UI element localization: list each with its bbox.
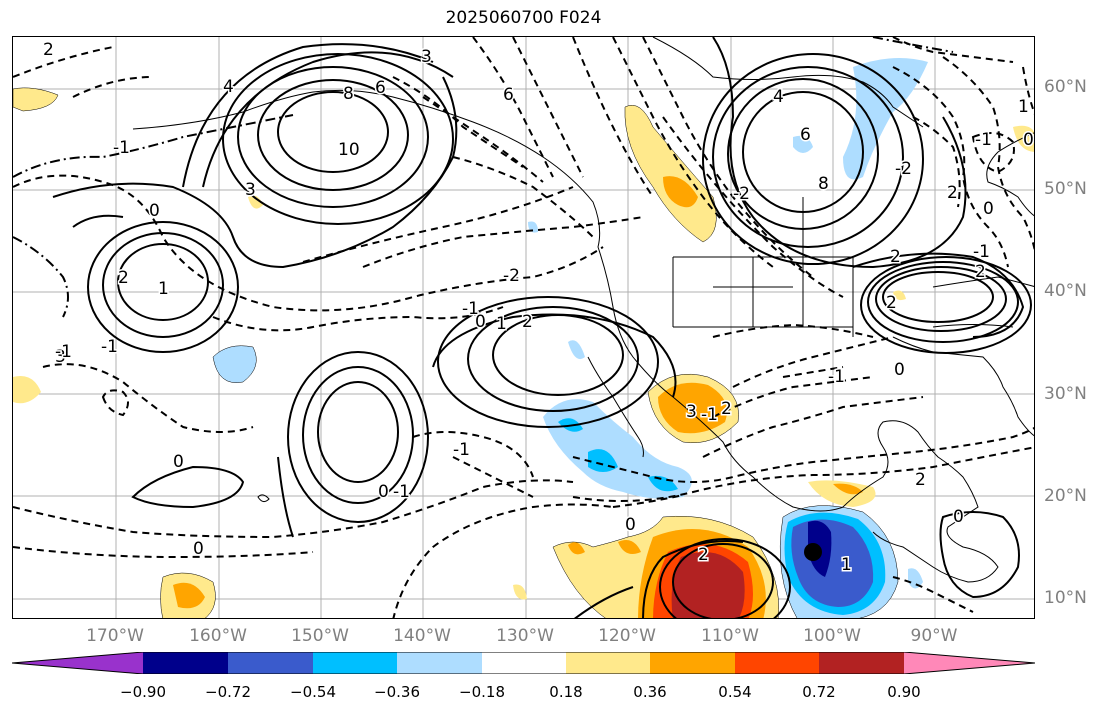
- colorbar-tick: −0.36: [374, 683, 420, 701]
- contour-label: 2: [886, 293, 897, 313]
- contour-label: 0: [625, 515, 636, 535]
- contour-label: 3: [421, 47, 432, 67]
- lat-label-60n: 60°N: [1044, 77, 1087, 97]
- colorbar-tick: −0.54: [290, 683, 336, 701]
- contour-label: 3: [686, 402, 697, 422]
- contour-label: -2: [503, 266, 520, 286]
- colorbar-segment: [566, 652, 650, 674]
- contour-label: 8: [343, 84, 354, 104]
- colorbar-segment: [228, 652, 313, 674]
- contour-label: -1: [113, 138, 130, 158]
- contour-label: -1: [973, 242, 990, 262]
- contour-label: 0: [193, 539, 204, 559]
- contour-label: 2: [43, 40, 54, 60]
- lon-label-100w: 100°W: [803, 626, 861, 646]
- colorbar-tick: 0.90: [887, 683, 921, 701]
- lon-label-150w: 150°W: [291, 626, 349, 646]
- contour-label: 4: [773, 87, 784, 107]
- solid-contours: [52, 37, 1032, 618]
- dashed-contours: [13, 37, 1034, 618]
- lat-label-10n: 10°N: [1044, 588, 1087, 608]
- contour-label: 1: [1018, 97, 1029, 117]
- lon-label-170w: 170°W: [86, 626, 144, 646]
- contour-label: 1: [841, 555, 852, 575]
- contour-label: 2: [915, 470, 926, 490]
- lon-label-130w: 130°W: [496, 626, 554, 646]
- contour-label: -1: [462, 299, 479, 319]
- contour-label: 4: [223, 77, 234, 97]
- contour-label: 2: [947, 183, 958, 203]
- contour-label: 3: [55, 347, 66, 367]
- lat-label-40n: 40°N: [1044, 281, 1087, 301]
- contour-label: 8: [818, 174, 829, 194]
- contour-label: -1: [101, 337, 118, 357]
- contour-label: 0: [378, 482, 389, 502]
- contour-label: -1: [828, 367, 845, 387]
- contour-label: 6: [503, 85, 514, 105]
- contour-label: -2: [895, 159, 912, 179]
- colorbar-tick: −0.18: [459, 683, 505, 701]
- colorbar-tick: 0.36: [633, 683, 667, 701]
- contour-label: 0: [953, 507, 964, 527]
- contour-label: 1: [496, 314, 507, 334]
- dashdot-contours: [13, 37, 954, 318]
- contour-label: 6: [375, 78, 386, 98]
- colorbar-tick: 0.54: [718, 683, 752, 701]
- contour-label: 0: [475, 312, 486, 332]
- contour-label: -1: [393, 482, 410, 502]
- colorbar-tick: −0.90: [120, 683, 166, 701]
- contour-labels: 22-14-238610-12013-103-12-2646802-20123-…: [42, 39, 1035, 577]
- coastlines: [132, 37, 1034, 583]
- contour-label: 2: [698, 545, 709, 565]
- map-panel: 22-14-238610-12013-103-12-2646802-20123-…: [12, 36, 1035, 619]
- lat-label-50n: 50°N: [1044, 179, 1087, 199]
- lon-label-160w: 160°W: [189, 626, 247, 646]
- contour-label: 1: [158, 279, 169, 299]
- colorbar-tick: −0.72: [205, 683, 251, 701]
- colorbar-segment: [397, 652, 482, 674]
- colorbar-segment: [482, 652, 566, 674]
- colorbar-tick: 0.72: [802, 683, 836, 701]
- colorbar-tick: 0.18: [549, 683, 583, 701]
- contour-label: 2: [118, 268, 129, 288]
- contour-label: 2: [890, 247, 901, 267]
- contour-label: 0: [894, 360, 905, 380]
- contour-label: 3: [245, 180, 256, 200]
- colorbar-segment: [735, 652, 819, 674]
- colorbar-segment: [650, 652, 735, 674]
- contour-label: 2: [522, 312, 533, 332]
- lon-label-110w: 110°W: [701, 626, 759, 646]
- lat-label-30n: 30°N: [1044, 384, 1087, 404]
- lon-label-90w: 90°W: [910, 626, 958, 646]
- contour-label: -1: [55, 342, 72, 362]
- contour-label: -1: [975, 130, 992, 150]
- colorbar-segment: [12, 652, 143, 674]
- colorbar-segment: [819, 652, 904, 674]
- contour-label: 0: [173, 452, 184, 472]
- contour-label: 0: [983, 199, 994, 219]
- contour-label: 6: [800, 125, 811, 145]
- colorbar-segment: [313, 652, 397, 674]
- lon-label-120w: 120°W: [598, 626, 656, 646]
- contour-label: 0: [1023, 130, 1034, 150]
- lon-label-140w: 140°W: [393, 626, 451, 646]
- colorbar-segment: [904, 652, 1035, 674]
- colorbar: [12, 652, 1035, 674]
- low-center-marker: [804, 543, 822, 561]
- colorbar-segment: [143, 652, 228, 674]
- map-canvas: 22-14-238610-12013-103-12-2646802-20123-…: [13, 37, 1035, 618]
- contour-label: 2: [975, 262, 986, 282]
- contour-label: 2: [721, 399, 732, 419]
- contour-label: 0: [149, 201, 160, 221]
- contour-label: -1: [701, 405, 718, 425]
- map-title: 2025060700 F024: [445, 8, 602, 28]
- contour-label: 10: [338, 140, 360, 160]
- contour-label: -2: [733, 184, 750, 204]
- lat-label-20n: 20°N: [1044, 486, 1087, 506]
- contour-label: -1: [453, 440, 470, 460]
